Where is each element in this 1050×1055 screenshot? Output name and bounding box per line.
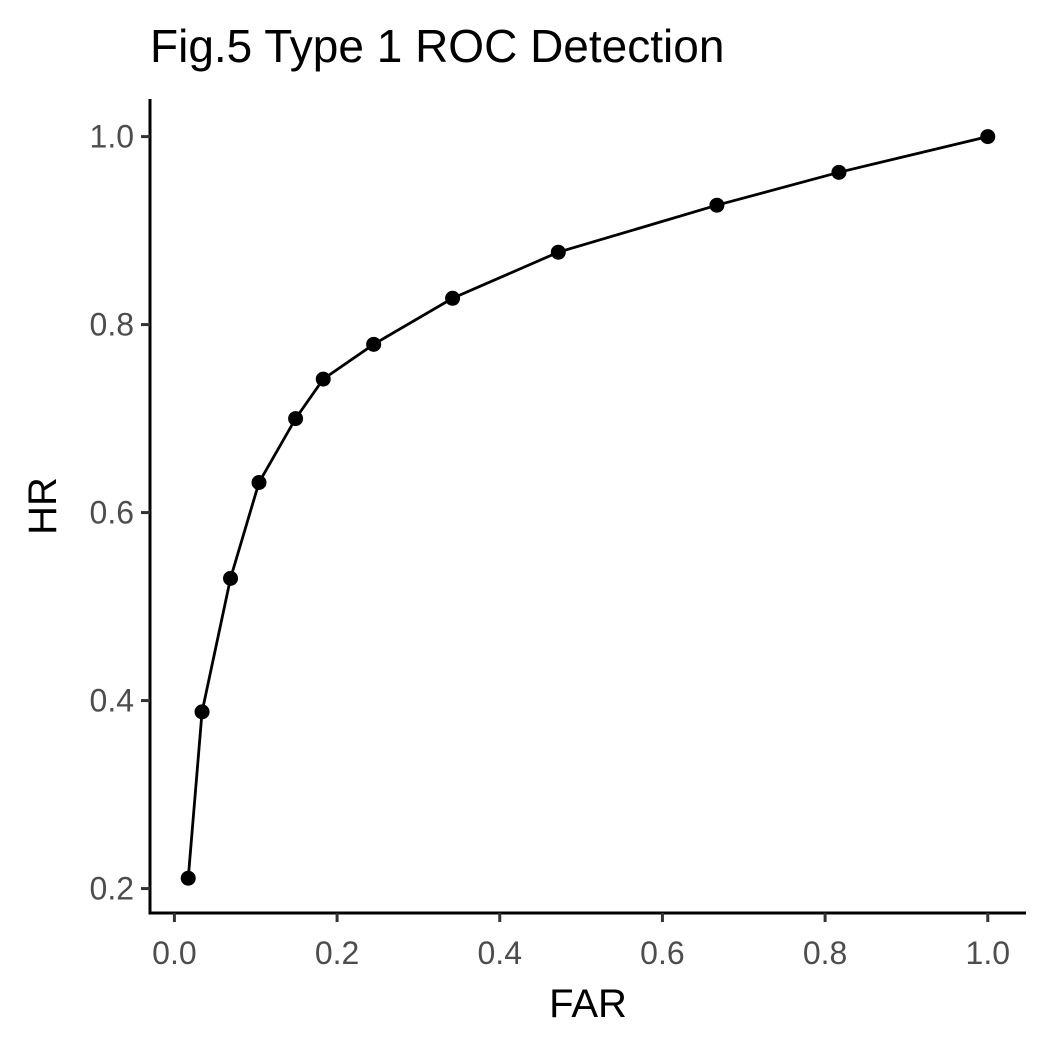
data-point	[288, 411, 304, 427]
y-axis-label: HR	[21, 477, 65, 535]
x-tick-label: 0.4	[478, 935, 522, 971]
data-point	[251, 475, 267, 491]
x-axis-label: FAR	[549, 982, 627, 1026]
x-tick-label: 0.0	[152, 935, 196, 971]
data-point	[194, 704, 210, 720]
y-tick-label: 0.4	[90, 683, 134, 719]
y-tick-label: 1.0	[90, 119, 134, 155]
chart-title: Fig.5 Type 1 ROC Detection	[150, 20, 724, 72]
data-point	[445, 290, 461, 306]
x-tick-label: 0.2	[315, 935, 359, 971]
data-point	[223, 570, 239, 586]
x-tick-label: 0.8	[803, 935, 847, 971]
series-line	[186, 135, 989, 879]
axes	[148, 99, 1026, 915]
data-point	[831, 164, 847, 180]
data-point	[980, 129, 996, 145]
data-point	[180, 870, 196, 886]
x-tick-label: 1.0	[966, 935, 1010, 971]
y-tick-label: 0.2	[90, 871, 134, 907]
data-point	[366, 336, 382, 352]
data-point	[315, 371, 331, 387]
data-point	[550, 244, 566, 260]
data-point	[709, 197, 725, 213]
x-axis-ticks: 0.0 0.2 0.4 0.6 0.8 1.0	[152, 913, 1010, 971]
x-tick-label: 0.6	[640, 935, 684, 971]
y-tick-label: 0.8	[90, 307, 134, 343]
y-tick-label: 0.6	[90, 495, 134, 531]
plot-area	[180, 129, 996, 886]
y-axis-ticks: 0.2 0.4 0.6 0.8 1.0	[90, 119, 150, 907]
